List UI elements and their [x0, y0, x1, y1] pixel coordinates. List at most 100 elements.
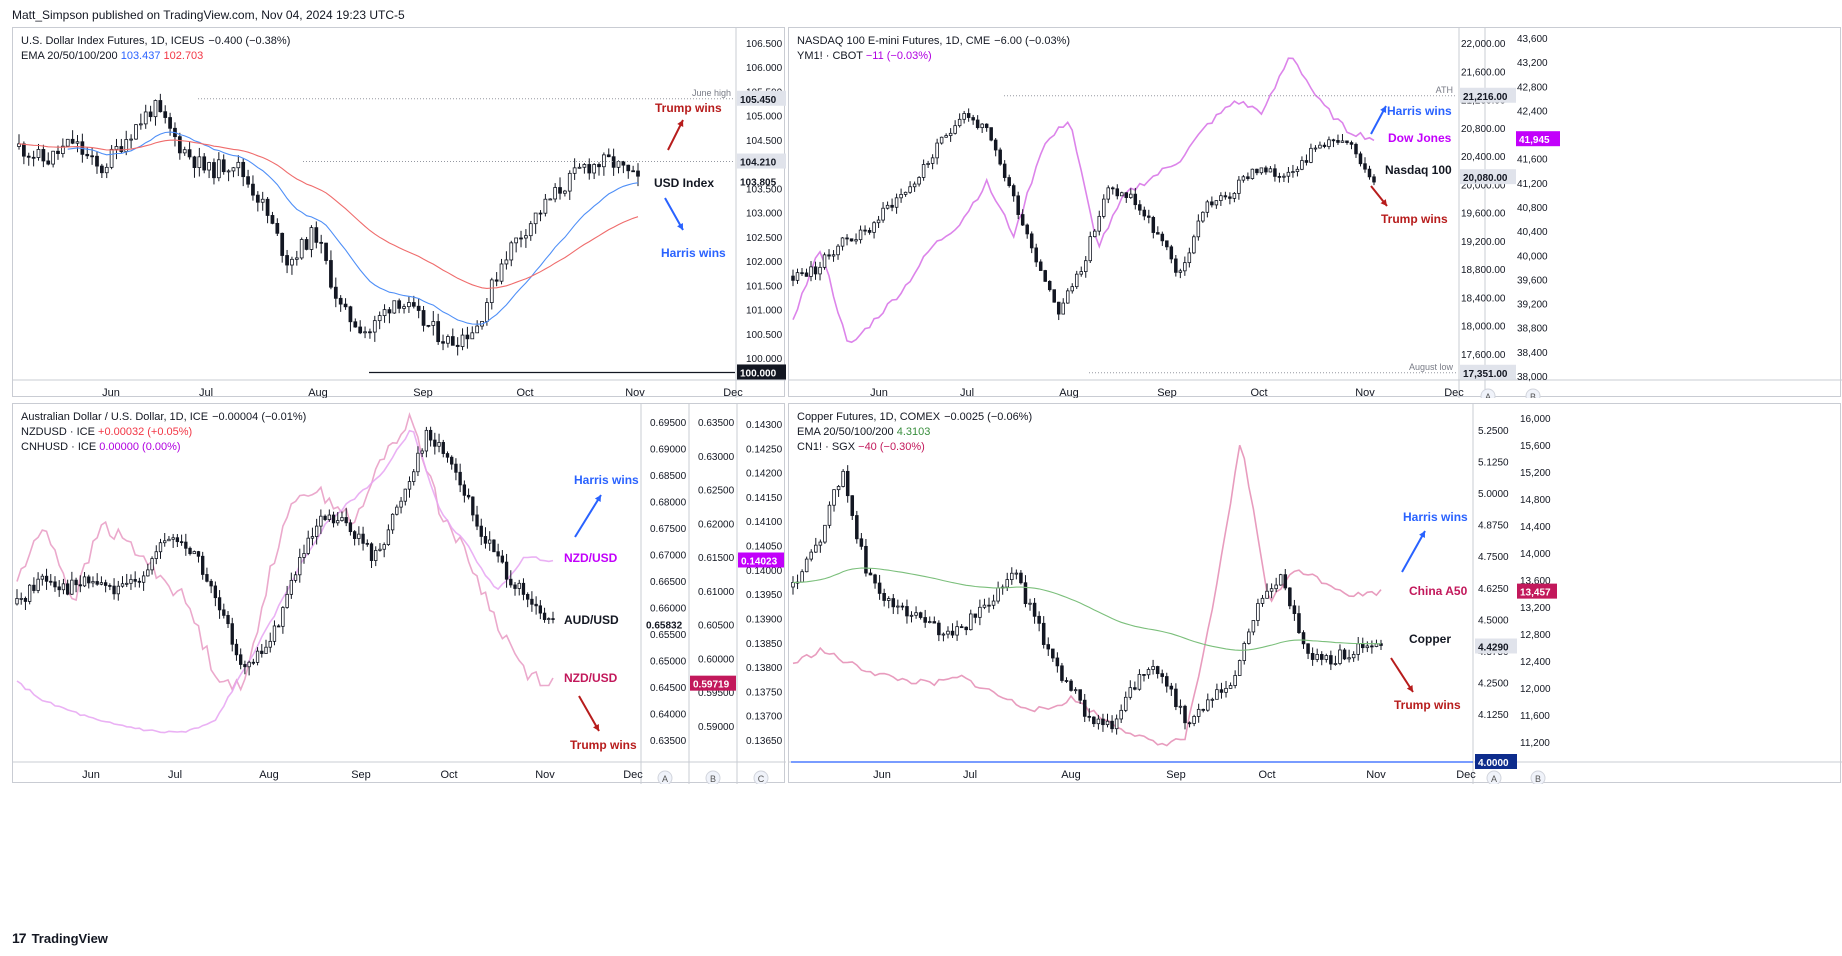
- candle: [1016, 195, 1020, 215]
- candle: [146, 569, 150, 577]
- candle: [382, 309, 387, 317]
- candle: [616, 161, 621, 168]
- y-tick-label: 40,400: [1517, 227, 1548, 238]
- nasdaq-legend: NASDAQ 100 E-mini Futures, 1D, CME −6.00 …: [797, 34, 1070, 64]
- y-tick-label: 0.14150: [746, 493, 783, 504]
- x-tick-label: Sep: [351, 769, 371, 781]
- candle: [82, 576, 87, 587]
- candle: [1041, 622, 1046, 645]
- candle: [99, 165, 104, 174]
- candle: [1023, 582, 1028, 605]
- copper-chart: Jun Jul Aug Sep Oct Nov Dec 5.2500 5.1250 5.0000 4…: [789, 404, 1842, 784]
- candle: [114, 146, 119, 150]
- candle: [813, 266, 818, 275]
- y-tick-label: 40,800: [1517, 203, 1548, 214]
- candle: [36, 578, 40, 591]
- candle: [87, 576, 91, 584]
- candle: [1119, 709, 1123, 720]
- candle: [368, 331, 372, 334]
- candle: [129, 138, 133, 141]
- price-tag-label: 105.450: [740, 95, 777, 106]
- price-tag-label: 20,080.00: [1463, 173, 1508, 184]
- candle: [395, 506, 399, 515]
- candle: [1010, 572, 1014, 580]
- candle: [1250, 168, 1255, 179]
- y-tick-label: 18,400.00: [1461, 293, 1506, 304]
- candle: [849, 238, 854, 242]
- candle: [863, 229, 867, 232]
- candle: [854, 239, 858, 242]
- candle: [831, 254, 836, 257]
- y-tick-label: 0.13900: [746, 614, 783, 625]
- annotation-label: Harris wins: [1403, 510, 1468, 524]
- candle: [187, 149, 192, 158]
- axis-letter-badge: [1480, 388, 1496, 398]
- x-tick-label: Jul: [960, 387, 974, 398]
- candle: [1372, 176, 1376, 183]
- candle: [543, 198, 548, 214]
- candle: [989, 127, 993, 141]
- candle: [1088, 236, 1093, 262]
- candle: [1146, 669, 1151, 676]
- x-tick-label: Aug: [1059, 387, 1079, 398]
- candle: [528, 223, 533, 237]
- candle: [845, 470, 850, 497]
- candle: [1069, 680, 1073, 691]
- candle: [277, 625, 281, 628]
- candle: [216, 159, 221, 179]
- candle: [163, 540, 167, 544]
- y-tick-label: 4.8750: [1478, 521, 1509, 532]
- candle: [1324, 655, 1329, 660]
- candle: [930, 157, 935, 164]
- x-tick-label: Dec: [623, 769, 643, 781]
- candle: [1019, 572, 1023, 584]
- copper-panel[interactable]: Jun Jul Aug Sep Oct Nov Dec 5.2500 5.1250 5.0000 4…: [788, 403, 1842, 784]
- candle: [937, 622, 941, 636]
- arrowhead-icon: [677, 120, 684, 127]
- candle: [1336, 140, 1340, 143]
- panel-title: Copper Futures, 1D, COMEX: [797, 411, 941, 423]
- candle: [827, 504, 832, 526]
- candle: [1061, 302, 1065, 315]
- y-tick-label: 0.63000: [698, 452, 735, 463]
- audusd-panel[interactable]: Jun Jul Aug Sep Oct Nov Dec 0.69500 0.69000 0.685…: [12, 403, 786, 784]
- candle: [1123, 696, 1128, 711]
- y-tick-label: 0.61000: [698, 587, 735, 598]
- candle: [1241, 176, 1246, 181]
- price-tag: [1460, 87, 1516, 103]
- x-tick-label: Jul: [963, 769, 977, 781]
- candle: [955, 626, 959, 636]
- candle: [1183, 705, 1187, 724]
- y-tick-label: 101.500: [746, 281, 783, 292]
- candle: [90, 155, 94, 158]
- x-tick-label: Dec: [723, 387, 743, 398]
- y-tick-label: 5.0000: [1478, 489, 1509, 500]
- candle: [882, 593, 886, 601]
- candle: [285, 593, 289, 608]
- candle: [197, 156, 202, 168]
- tradingview-footer[interactable]: 17 TradingView: [12, 930, 108, 946]
- candle: [1052, 289, 1056, 303]
- y-tick-label: 16,000: [1520, 414, 1551, 425]
- candle: [896, 605, 900, 608]
- candle: [978, 606, 982, 618]
- candle: [1232, 192, 1237, 199]
- candle: [1215, 689, 1219, 700]
- arrowhead-icon: [593, 724, 599, 731]
- usd-index-panel[interactable]: JunJulAugSepOctNovDec106.500106.000105.5…: [12, 27, 786, 398]
- y-tick-label: 43,600: [1517, 34, 1548, 45]
- candle: [1178, 270, 1183, 273]
- ema-label: EMA 20/50/100/200: [797, 426, 894, 438]
- candle: [1111, 187, 1115, 190]
- candle: [890, 204, 894, 208]
- candle: [53, 581, 57, 588]
- axis-letter: C: [758, 774, 765, 784]
- candle: [348, 306, 353, 323]
- nasdaq-panel[interactable]: Jun Jul Aug Sep Oct Nov Dec 22,000.00 21,600.00 2…: [788, 27, 1842, 398]
- candle: [1043, 270, 1047, 282]
- candle: [15, 598, 19, 605]
- candle: [1210, 201, 1214, 206]
- candle: [1151, 666, 1155, 670]
- axis-letter-badge: [1530, 770, 1546, 784]
- candle: [153, 100, 158, 118]
